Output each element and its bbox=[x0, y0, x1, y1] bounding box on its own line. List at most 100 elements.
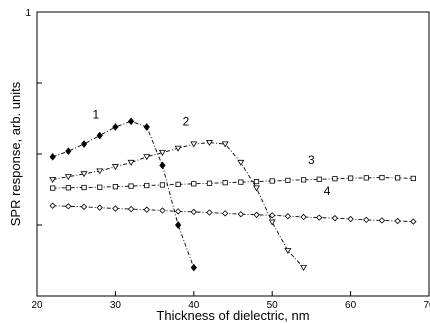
series-4-point bbox=[394, 217, 401, 225]
series-3-point bbox=[316, 176, 322, 182]
series-4-point bbox=[331, 215, 339, 222]
series-2-point bbox=[111, 164, 119, 171]
series-3-point bbox=[191, 181, 197, 187]
series-2-point bbox=[253, 185, 261, 192]
curve-label-1: 1 bbox=[92, 108, 99, 122]
series-4-line bbox=[52, 205, 414, 223]
axes-layer: 20 30 40 50 60 70 1 bbox=[25, 8, 430, 311]
series-2-point bbox=[221, 141, 229, 148]
series-1-point bbox=[159, 161, 166, 170]
series-4-point bbox=[49, 202, 56, 209]
series-4-point bbox=[159, 207, 166, 214]
series-4-point bbox=[65, 203, 72, 210]
series-4-point bbox=[410, 218, 417, 225]
series-4-point bbox=[190, 208, 197, 216]
series-2-point bbox=[80, 171, 88, 178]
series-3-point bbox=[50, 185, 56, 191]
series-4-point bbox=[284, 213, 292, 220]
series-3-point bbox=[222, 180, 228, 186]
series-3-point bbox=[253, 178, 260, 185]
series-4-point bbox=[378, 217, 386, 224]
series-4-point bbox=[112, 205, 119, 212]
series-2-point bbox=[143, 154, 151, 161]
series-3-point bbox=[159, 182, 166, 188]
series-layer bbox=[49, 117, 417, 272]
x-tick-label-60: 60 bbox=[345, 300, 357, 311]
series-3-point bbox=[144, 182, 150, 189]
series-2-point bbox=[96, 168, 104, 175]
series-3-point bbox=[206, 180, 213, 186]
y-axis-title: SPR response, arb. units bbox=[8, 81, 23, 226]
series-3-point bbox=[285, 177, 291, 184]
series-4-point bbox=[253, 211, 260, 218]
series-4-point bbox=[237, 211, 245, 218]
series-3-point bbox=[395, 175, 401, 181]
x-axis-title: Thickness of dielectric, nm bbox=[156, 308, 309, 323]
series-1-point bbox=[127, 117, 135, 126]
series-2-point bbox=[205, 140, 213, 147]
series-2-point bbox=[268, 219, 276, 226]
y-tick-label-1: 1 bbox=[25, 8, 31, 19]
curve-label-2: 2 bbox=[183, 115, 190, 129]
series-3-point bbox=[363, 175, 369, 181]
series-3-point bbox=[65, 185, 71, 191]
series-1-point bbox=[49, 153, 56, 161]
series-3-point bbox=[238, 179, 244, 185]
series-4-point bbox=[206, 209, 213, 216]
series-3-point bbox=[128, 183, 134, 189]
series-4-point bbox=[300, 213, 307, 221]
series-4-point bbox=[174, 208, 182, 215]
series-3-point bbox=[332, 176, 338, 182]
series-3-point bbox=[347, 175, 354, 181]
series-1 bbox=[49, 117, 197, 272]
x-tick-label-70: 70 bbox=[423, 300, 430, 311]
series-4 bbox=[49, 202, 417, 225]
series-4-point bbox=[269, 212, 276, 219]
series-3-point bbox=[300, 177, 307, 183]
x-tick-label-50: 50 bbox=[267, 300, 279, 311]
series-1-point bbox=[143, 123, 150, 131]
x-tick-label-20: 20 bbox=[31, 300, 43, 311]
series-1-point bbox=[96, 131, 103, 140]
series-4-point bbox=[80, 203, 88, 210]
series-4-point bbox=[127, 205, 135, 213]
series-3-point bbox=[112, 184, 118, 190]
series-2-point bbox=[158, 149, 166, 156]
x-tick-label-40: 40 bbox=[188, 300, 200, 311]
series-2-point bbox=[300, 264, 308, 271]
series-4-point bbox=[347, 215, 354, 223]
series-2 bbox=[49, 140, 308, 271]
series-4-point bbox=[363, 216, 370, 224]
series-1-point bbox=[112, 123, 119, 131]
series-2-point bbox=[174, 145, 182, 152]
series-2-point bbox=[64, 174, 72, 181]
label-layer: 1 2 3 4 bbox=[92, 108, 330, 199]
series-2-point bbox=[237, 159, 245, 166]
series-2-point bbox=[127, 159, 135, 166]
series-1-point bbox=[65, 147, 72, 155]
series-3-point bbox=[97, 184, 103, 190]
x-tick-label-30: 30 bbox=[110, 300, 122, 311]
series-3-line bbox=[52, 177, 414, 189]
series-2-point bbox=[284, 247, 292, 254]
series-3-point bbox=[175, 181, 181, 187]
series-3-point bbox=[379, 174, 385, 181]
series-2-point bbox=[190, 141, 198, 148]
series-1-point bbox=[190, 263, 197, 272]
curve-label-4: 4 bbox=[324, 184, 331, 198]
series-2-line bbox=[52, 142, 304, 268]
series-3-point bbox=[81, 184, 87, 191]
series-4-point bbox=[316, 214, 323, 221]
series-1-line bbox=[52, 120, 195, 268]
curve-label-3: 3 bbox=[308, 153, 315, 167]
series-4-point bbox=[96, 204, 103, 211]
series-3 bbox=[50, 174, 416, 191]
series-2-point bbox=[49, 176, 57, 183]
series-3-point bbox=[410, 175, 416, 182]
series-3-point bbox=[269, 178, 275, 184]
plot-frame bbox=[36, 11, 430, 297]
series-4-point bbox=[221, 210, 229, 217]
series-1-point bbox=[175, 221, 182, 229]
series-1-point bbox=[80, 140, 88, 148]
